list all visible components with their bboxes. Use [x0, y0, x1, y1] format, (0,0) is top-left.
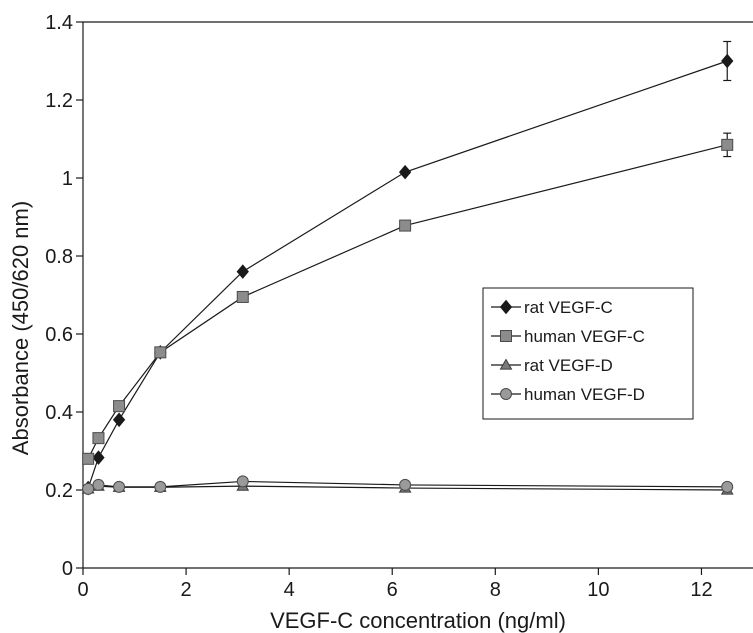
data-point — [398, 164, 412, 180]
data-point — [154, 346, 167, 359]
legend-box — [482, 287, 694, 420]
data-point — [82, 482, 95, 495]
x-axis: 0 2 4 6 8 10 12 — [77, 568, 713, 601]
legend-item-human-vegf-c: human VEGF-C — [491, 327, 645, 346]
data-point — [112, 412, 126, 428]
y-axis-title: Absorbance (450/620 nm) — [8, 201, 33, 455]
legend-label: rat VEGF-D — [524, 356, 613, 375]
data-point — [113, 400, 126, 413]
plot-area — [82, 21, 753, 569]
y-tick-label: 1.4 — [45, 12, 73, 34]
legend-marker — [500, 388, 512, 400]
series-rat-vegf-c — [81, 40, 734, 496]
y-tick-label: 0.4 — [45, 402, 73, 424]
series-layer — [81, 40, 734, 496]
data-point — [82, 452, 95, 465]
y-tick-label: 1 — [62, 168, 73, 190]
data-point — [92, 478, 105, 491]
y-tick-label: 0 — [62, 558, 73, 580]
x-tick-label: 4 — [284, 579, 295, 601]
series-line — [87, 60, 728, 489]
data-point — [92, 450, 105, 465]
data-point — [236, 264, 249, 279]
legend-label: rat VEGF-C — [524, 298, 613, 317]
legend-marker — [499, 358, 513, 370]
x-tick-label: 2 — [181, 579, 192, 601]
data-point — [92, 432, 105, 445]
x-axis-title: VEGF-C concentration (ng/ml) — [270, 608, 566, 633]
legend: rat VEGF-C human VEGF-C rat VEGF-D human VE… — [482, 287, 694, 420]
data-point — [399, 478, 412, 491]
x-tick-label: 8 — [490, 579, 501, 601]
data-point — [721, 138, 734, 151]
y-tick-label: 0.2 — [45, 480, 73, 502]
y-tick-label: 1.2 — [45, 90, 73, 112]
data-point — [236, 290, 249, 303]
legend-marker — [500, 330, 512, 342]
x-tick-label: 12 — [690, 579, 712, 601]
series-human-vegf-c — [82, 132, 734, 465]
series-human-vegf-d — [82, 475, 734, 495]
data-point — [721, 480, 734, 493]
legend-label: human VEGF-C — [524, 327, 645, 346]
y-axis: 0 0.2 0.4 0.6 0.8 1 1.2 1.4 — [45, 12, 83, 580]
legend-label: human VEGF-D — [524, 385, 645, 404]
legend-item-human-vegf-d: human VEGF-D — [491, 385, 645, 404]
y-tick-label: 0.8 — [45, 246, 73, 268]
data-point — [154, 480, 167, 493]
x-tick-label: 10 — [587, 579, 609, 601]
y-tick-label: 0.6 — [45, 324, 73, 346]
x-tick-label: 6 — [387, 579, 398, 601]
data-point — [399, 219, 412, 232]
legend-marker — [499, 299, 513, 315]
data-point — [236, 475, 249, 488]
x-tick-label: 0 — [77, 579, 88, 601]
data-point — [721, 53, 734, 69]
legend-item-rat-vegf-d: rat VEGF-D — [491, 356, 613, 375]
legend-item-rat-vegf-c: rat VEGF-C — [491, 298, 613, 317]
data-point — [113, 480, 126, 493]
